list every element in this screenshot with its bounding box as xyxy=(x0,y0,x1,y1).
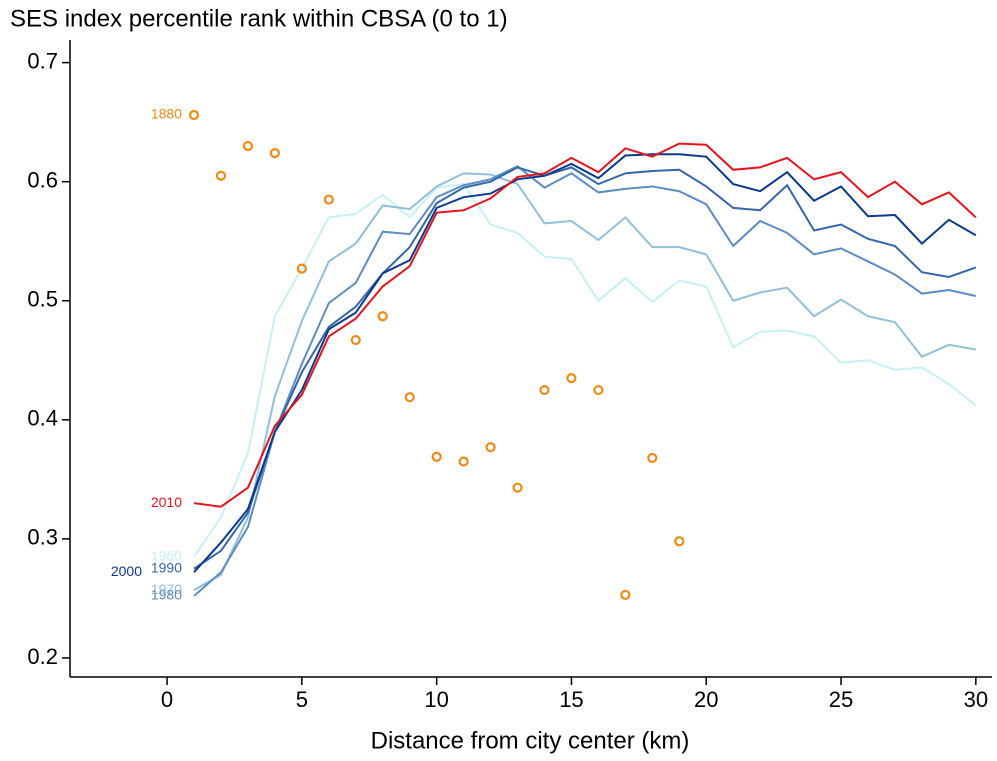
scatter-point xyxy=(485,442,496,453)
scatter-point xyxy=(377,311,388,322)
series-label: 2000 xyxy=(111,563,142,579)
y-tick-label: 0.5 xyxy=(27,287,58,312)
y-tick-label: 0.3 xyxy=(27,525,58,550)
line-series xyxy=(193,165,977,597)
scatter-point xyxy=(674,536,685,547)
series-label: 1960 xyxy=(151,547,182,563)
scatter-point xyxy=(350,334,361,346)
scatter-point xyxy=(647,452,658,464)
scatter-point xyxy=(593,384,604,396)
scatter-point xyxy=(242,140,254,152)
x-tick-label: 20 xyxy=(694,687,718,712)
x-tick-label: 30 xyxy=(964,687,988,712)
scatter-point xyxy=(296,263,307,274)
scatter-point xyxy=(323,194,334,205)
x-tick-label: 0 xyxy=(161,687,173,712)
x-tick-label: 5 xyxy=(296,687,308,712)
line-series xyxy=(193,182,977,558)
series-label: 1980 xyxy=(151,587,182,603)
scatter-point xyxy=(215,170,227,181)
y-tick-label: 0.6 xyxy=(27,168,58,193)
y-tick-label: 0.2 xyxy=(27,644,58,669)
scatter-point xyxy=(512,482,523,493)
line-series xyxy=(193,166,977,570)
scatter-point xyxy=(188,109,200,121)
scatter-point xyxy=(404,392,415,403)
series-label: 1990 xyxy=(151,559,182,575)
x-tick-label: 25 xyxy=(829,687,853,712)
series-label: 2010 xyxy=(151,494,182,510)
scatter-point xyxy=(566,373,577,384)
x-tick-label: 15 xyxy=(559,687,583,712)
scatter-point xyxy=(269,148,280,159)
chart-title: SES index percentile rank within CBSA (0… xyxy=(10,5,508,32)
series-label: 1880 xyxy=(151,106,182,122)
line-series xyxy=(193,172,976,591)
x-axis-label: Distance from city center (km) xyxy=(371,727,690,754)
x-tick-label: 10 xyxy=(424,687,448,712)
scatter-point xyxy=(620,589,631,600)
scatter-point xyxy=(431,451,442,462)
scatter-point xyxy=(458,456,469,467)
y-tick-label: 0.4 xyxy=(27,406,58,431)
series-label: 1970 xyxy=(151,581,182,597)
y-tick-label: 0.7 xyxy=(27,48,58,73)
scatter-point xyxy=(539,384,550,396)
line-series xyxy=(193,142,977,508)
line-series xyxy=(193,153,977,573)
